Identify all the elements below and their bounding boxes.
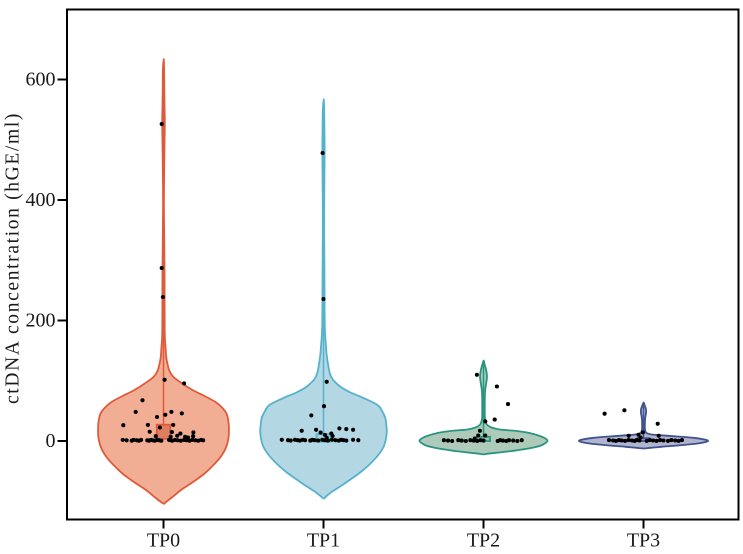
svg-text:TP0: TP0 (147, 530, 180, 552)
svg-text:200: 200 (26, 310, 56, 332)
svg-text:600: 600 (26, 69, 56, 91)
svg-text:0: 0 (46, 430, 56, 452)
svg-text:TP1: TP1 (307, 530, 340, 552)
svg-text:TP3: TP3 (627, 530, 660, 552)
svg-text:ctDNA concentration (hGE/ml): ctDNA concentration (hGE/ml) (3, 112, 24, 404)
svg-text:400: 400 (26, 189, 56, 211)
svg-text:TP2: TP2 (467, 530, 500, 552)
